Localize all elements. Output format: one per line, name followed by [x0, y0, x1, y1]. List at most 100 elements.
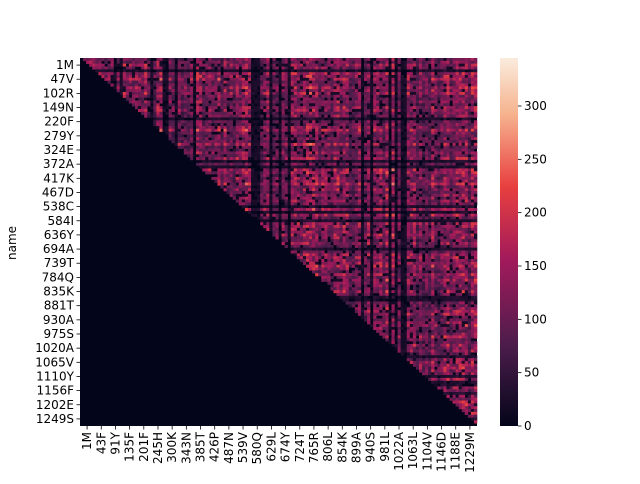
heatmap-cell: [440, 86, 444, 90]
heatmap-cell: [223, 74, 227, 79]
heatmap-cell: [183, 106, 188, 110]
heatmap-cell: [281, 148, 285, 152]
heatmap-cell: [446, 77, 450, 81]
heatmap-cell: [263, 210, 267, 214]
heatmap-cell: [443, 94, 447, 98]
heatmap-cell: [345, 162, 350, 166]
heatmap-cell: [186, 137, 191, 141]
heatmap-cell: [464, 162, 469, 166]
heatmap-cell: [296, 162, 301, 166]
heatmap-cell: [397, 165, 401, 169]
heatmap-cell: [312, 145, 316, 149]
heatmap-cell: [336, 123, 340, 127]
heatmap-cell: [229, 72, 233, 76]
heatmap-cell: [284, 106, 288, 110]
heatmap-cell: [205, 128, 209, 132]
heatmap-cell: [299, 100, 304, 104]
heatmap-cell: [293, 199, 298, 203]
heatmap-cell: [409, 123, 414, 127]
heatmap-cell: [284, 174, 288, 178]
heatmap-cell: [220, 108, 224, 113]
heatmap-cell: [165, 89, 169, 93]
heatmap-cell: [147, 72, 151, 76]
heatmap-cell: [354, 191, 359, 195]
heatmap-cell: [348, 103, 353, 107]
heatmap-cell: [235, 142, 240, 147]
heatmap-cell: [235, 77, 240, 81]
heatmap-cell: [296, 117, 301, 121]
heatmap-cell: [321, 74, 325, 79]
heatmap-cell: [367, 106, 371, 110]
heatmap-cell: [162, 74, 166, 79]
heatmap-cell: [415, 142, 420, 147]
heatmap-cell: [247, 210, 252, 214]
heatmap-cell: [364, 69, 368, 73]
heatmap-cell: [449, 151, 453, 155]
heatmap-cell: [86, 60, 90, 64]
heatmap-cell: [168, 89, 172, 93]
heatmap-cell: [418, 210, 423, 214]
heatmap-cell: [434, 83, 438, 87]
heatmap-cell: [205, 168, 209, 172]
heatmap-cell: [431, 145, 435, 149]
heatmap-cell: [254, 89, 258, 93]
heatmap-cell: [220, 97, 224, 101]
heatmap-cell: [464, 77, 469, 81]
heatmap-cell: [437, 157, 441, 161]
heatmap-cell: [205, 140, 209, 144]
heatmap-cell: [348, 100, 353, 104]
heatmap-cell: [315, 80, 319, 84]
heatmap-cell: [458, 91, 463, 96]
heatmap-cell: [455, 89, 459, 93]
heatmap-cell: [425, 157, 429, 161]
heatmap-cell: [443, 80, 447, 84]
heatmap-cell: [211, 58, 215, 62]
heatmap-cell: [412, 168, 417, 172]
heatmap-cell: [147, 100, 151, 104]
heatmap-cell: [244, 171, 249, 175]
heatmap-cell: [397, 151, 401, 155]
heatmap-cell: [232, 140, 237, 144]
heatmap-cell: [217, 91, 221, 96]
heatmap-cell: [263, 60, 267, 64]
heatmap-cell: [354, 159, 359, 164]
heatmap-cell: [446, 108, 450, 113]
heatmap-cell: [263, 74, 267, 79]
heatmap-cell: [385, 100, 389, 104]
heatmap-cell: [406, 86, 411, 90]
heatmap-cell: [394, 111, 398, 115]
heatmap-cell: [397, 131, 401, 135]
heatmap-cell: [434, 148, 438, 152]
heatmap-cell: [260, 148, 264, 152]
heatmap-cell: [406, 154, 411, 158]
heatmap-cell: [315, 174, 319, 178]
heatmap-cell: [272, 199, 276, 203]
heatmap-cell: [425, 182, 429, 186]
heatmap-cell: [153, 106, 157, 110]
heatmap-cell: [254, 91, 258, 96]
heatmap-cell: [437, 125, 441, 130]
heatmap-cell: [321, 193, 325, 198]
heatmap-cell: [409, 97, 414, 101]
heatmap-cell: [367, 202, 371, 206]
heatmap-cell: [272, 60, 276, 64]
heatmap-cell: [156, 86, 160, 90]
heatmap-cell: [452, 103, 456, 107]
heatmap-cell: [415, 83, 420, 87]
heatmap-cell: [357, 120, 362, 124]
heatmap-cell: [229, 58, 233, 62]
heatmap-cell: [394, 131, 398, 135]
heatmap-cell: [345, 148, 350, 152]
heatmap-cell: [470, 196, 475, 200]
heatmap-cell: [309, 168, 313, 172]
heatmap-cell: [122, 58, 127, 62]
heatmap-cell: [461, 171, 466, 175]
heatmap-cell: [422, 202, 426, 206]
heatmap-cell: [351, 151, 356, 155]
heatmap-cell: [217, 148, 221, 152]
heatmap-cell: [391, 176, 395, 181]
heatmap-cell: [104, 69, 108, 73]
heatmap-cell: [351, 185, 356, 189]
heatmap-cell: [238, 182, 243, 186]
heatmap-cell: [251, 83, 255, 87]
